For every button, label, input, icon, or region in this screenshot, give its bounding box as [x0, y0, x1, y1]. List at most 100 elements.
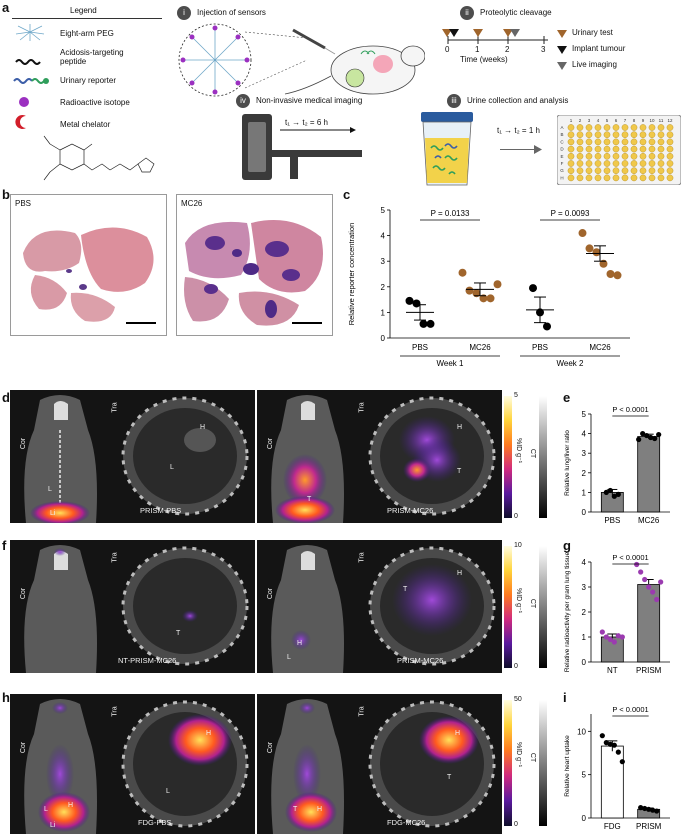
plate-well	[594, 145, 602, 153]
plate-well	[567, 160, 575, 167]
lung-section-mc26	[184, 220, 323, 326]
plate-col-label: 11	[659, 118, 664, 123]
pet-image-fdg-mc26: Cor Tra T H H T FDG-MC26	[257, 694, 502, 834]
f-right-tumour-label: T	[403, 586, 408, 593]
timeline-legend-markers	[557, 30, 567, 70]
legend-divider	[12, 18, 162, 19]
h-left-tra-label: Tra	[111, 706, 119, 717]
plate-well	[639, 174, 647, 182]
c-y-tick-label: 4	[381, 232, 386, 241]
colorbar-h-unit: %ID g⁻¹	[515, 742, 522, 768]
h-left-lung-label: L	[44, 806, 48, 813]
plate-well	[603, 160, 611, 167]
i-data-point	[646, 806, 652, 812]
well-plate: 1 2 3 4 5 6 7 8 9 10 11 12 A B C D E F G H	[556, 114, 682, 186]
d-right-tra-label: Tra	[358, 402, 366, 413]
e-y-tick-label: 3	[582, 449, 587, 458]
plate-well	[657, 153, 665, 160]
i-x-tick-label: PRISM	[636, 822, 662, 831]
plate-well	[657, 131, 665, 139]
histology-mc26: MC26	[176, 194, 333, 336]
chart-c-reporter-concentration: 0 1 2 3 4 5 Relative reporter concentration PBS…	[347, 206, 630, 368]
c-group-label: Week 1	[437, 359, 465, 368]
g-data-point	[611, 639, 617, 645]
plate-col-label: 7	[624, 118, 627, 123]
c-data-point	[479, 294, 488, 303]
plate-well	[612, 153, 620, 160]
plate-well	[630, 131, 638, 139]
plate-well	[585, 138, 593, 146]
e-bar	[637, 436, 661, 513]
plate-col-label: 3	[588, 118, 591, 123]
step-iii-arrow-line	[500, 149, 536, 150]
legend-reporter-label: Urinary reporter	[60, 76, 117, 85]
d-right-condition: PRISM-MC26	[387, 506, 434, 515]
i-y-axis-label: Relative heart uptake	[564, 735, 571, 797]
plate-well	[594, 138, 602, 146]
panel-letter-f: f	[2, 538, 7, 553]
c-data-point	[585, 244, 594, 253]
c-data-point	[578, 229, 587, 238]
plate-well	[639, 153, 647, 160]
d-left-cor-label: Cor	[20, 437, 28, 450]
e-data-point	[603, 489, 609, 495]
c-y-tick-label: 1	[381, 308, 386, 317]
plate-well	[639, 124, 647, 131]
g-y-tick-label: 1	[582, 633, 587, 642]
plate-well	[657, 124, 665, 131]
plate-well	[576, 174, 584, 182]
panel-letter-e: e	[563, 390, 571, 405]
g-data-point	[654, 596, 660, 603]
plate-well	[621, 160, 629, 167]
plate-row-label: C	[560, 139, 564, 144]
timeline-diagram	[442, 29, 548, 44]
plate-well	[603, 174, 611, 182]
plate-well	[630, 153, 638, 160]
g-data-point	[603, 634, 609, 640]
plate-well	[630, 138, 638, 146]
h-right-tumour-label: T	[293, 806, 298, 813]
colorbar-f-max: 10	[514, 542, 522, 549]
plate-well	[639, 160, 647, 167]
h-right-tumour2-label: T	[447, 774, 452, 781]
g-data-point	[638, 569, 644, 575]
g-significance-label: P < 0.0001	[612, 553, 648, 562]
g-y-axis-label: Relative radioactivity per gram lung tis…	[564, 551, 571, 672]
g-data-point	[650, 589, 656, 595]
plate-well	[612, 167, 620, 175]
plate-well	[585, 167, 593, 175]
chelator-structure-diagram	[43, 135, 155, 181]
f-right-heart-label: H	[297, 640, 303, 647]
plate-well	[648, 124, 656, 131]
mouse-illustration	[284, 45, 425, 95]
e-x-tick-label: MC26	[638, 516, 660, 525]
c-group-label: Week 2	[557, 359, 585, 368]
plate-well	[567, 145, 575, 153]
c-data-point	[472, 289, 481, 298]
plate-well	[648, 174, 656, 182]
plate-well	[567, 131, 575, 139]
plate-well	[612, 131, 620, 139]
reporter-icon	[13, 78, 49, 84]
plate-well	[603, 145, 611, 153]
timeline-tick-3: 3	[541, 45, 546, 54]
i-data-point	[650, 807, 656, 813]
g-y-tick-label: 0	[582, 658, 587, 667]
plate-row-label: D	[560, 147, 564, 152]
plate-well	[594, 160, 602, 167]
injection-diagram	[178, 23, 425, 97]
e-data-point	[611, 493, 617, 499]
plate-well	[612, 124, 620, 131]
step-ii-badge: ii	[460, 6, 474, 20]
g-data-point	[646, 584, 652, 590]
d-left-condition: PRISM-PBS	[140, 506, 182, 515]
e-y-tick-label: 1	[582, 488, 587, 497]
g-x-tick-label: PRISM	[636, 666, 662, 675]
c-data-point	[412, 299, 421, 308]
plate-well	[666, 124, 674, 131]
pet-prism-pbs-scan	[24, 395, 249, 523]
i-data-point	[642, 805, 648, 812]
e-data-point	[636, 436, 642, 443]
e-data-point	[648, 434, 654, 441]
scale-bar-pbs	[126, 322, 156, 324]
